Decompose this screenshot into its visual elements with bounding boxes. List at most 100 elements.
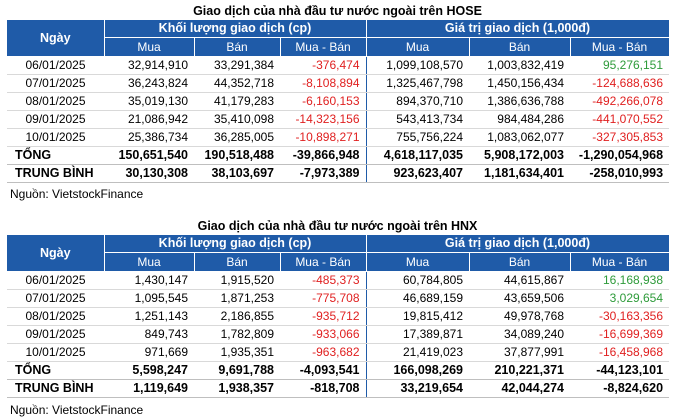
row-date: 09/01/2025 — [7, 325, 104, 344]
group-header-volume: Khối lượng giao dịch (cp) — [104, 235, 367, 254]
cell-v-buy: 1,251,143 — [104, 307, 194, 326]
cell-g-sell: 1,450,156,434 — [469, 74, 570, 93]
cell-g-buy: 60,784,805 — [366, 271, 469, 290]
column-header-value-net: Mua - Bán — [570, 37, 670, 57]
cell-v-net: -933,066 — [280, 325, 367, 344]
cell-v-buy: 36,243,824 — [104, 74, 194, 93]
cell-v-buy: 32,914,910 — [104, 56, 194, 75]
cell-v-net: -485,373 — [280, 271, 367, 290]
cell-g-buy: 1,099,108,570 — [366, 56, 469, 75]
cell-g-net: -124,688,636 — [570, 74, 670, 93]
cell-g-net: -16,699,369 — [570, 325, 670, 344]
table-row: 06/01/2025 32,914,910 33,291,384 -376,474 1,… — [7, 56, 670, 75]
cell-g-sell: 44,615,867 — [469, 271, 570, 290]
cell-g-buy: 46,689,159 — [366, 289, 469, 308]
cell-g-net: -30,163,356 — [570, 307, 670, 326]
total-cell-g-net: -1,290,054,968 — [570, 146, 670, 165]
hose-source-note: Nguồn: VietstockFinance — [10, 187, 144, 201]
row-date: 10/01/2025 — [7, 343, 104, 362]
row-date: 07/01/2025 — [7, 74, 104, 93]
cell-v-buy: 1,095,545 — [104, 289, 194, 308]
average-cell-g-buy: 923,623,407 — [366, 164, 469, 183]
hnx-source-note: Nguồn: VietstockFinance — [10, 403, 144, 417]
total-cell-v-sell: 190,518,488 — [194, 146, 280, 165]
cell-v-buy: 21,086,942 — [104, 110, 194, 129]
cell-v-net: -8,108,894 — [280, 74, 367, 93]
table-row: 07/01/2025 1,095,545 1,871,253 -775,708 46,6… — [7, 289, 670, 308]
total-cell-v-buy: 5,598,247 — [104, 361, 194, 380]
cell-g-buy: 755,756,224 — [366, 128, 469, 147]
average-row: TRUNG BÌNH 30,130,308 38,103,697 -7,973,389… — [7, 164, 670, 183]
total-row: TỔNG 5,598,247 9,691,788 -4,093,541 166,098,… — [7, 361, 670, 380]
group-header-value: Giá trị giao dịch (1,000đ) — [366, 235, 670, 254]
table-row: 07/01/2025 36,243,824 44,352,718 -8,108,894… — [7, 74, 670, 93]
cell-v-sell: 2,186,855 — [194, 307, 280, 326]
row-date: 09/01/2025 — [7, 110, 104, 129]
cell-v-sell: 1,935,351 — [194, 343, 280, 362]
row-date: 10/01/2025 — [7, 128, 104, 147]
cell-g-sell: 49,978,768 — [469, 307, 570, 326]
group-header-value: Giá trị giao dịch (1,000đ) — [366, 20, 670, 39]
cell-g-sell: 1,386,636,788 — [469, 92, 570, 111]
cell-v-buy: 35,019,130 — [104, 92, 194, 111]
cell-v-sell: 1,782,809 — [194, 325, 280, 344]
total-cell-v-sell: 9,691,788 — [194, 361, 280, 380]
column-header-value-buy: Mua — [366, 37, 470, 57]
average-cell-v-net: -7,973,389 — [280, 164, 367, 183]
cell-g-sell: 34,089,240 — [469, 325, 570, 344]
cell-g-buy: 21,419,023 — [366, 343, 469, 362]
average-label: TRUNG BÌNH — [7, 379, 104, 398]
row-date: 08/01/2025 — [7, 307, 104, 326]
total-cell-v-net: -39,866,948 — [280, 146, 367, 165]
cell-g-buy: 1,325,467,798 — [366, 74, 469, 93]
cell-g-net: -492,266,078 — [570, 92, 670, 111]
cell-v-sell: 36,285,005 — [194, 128, 280, 147]
row-date: 06/01/2025 — [7, 271, 104, 290]
table-row: 08/01/2025 1,251,143 2,186,855 -935,712 19,8… — [7, 307, 670, 326]
average-row: TRUNG BÌNH 1,119,649 1,938,357 -818,708 33,2… — [7, 379, 670, 398]
cell-v-sell: 44,352,718 — [194, 74, 280, 93]
total-label: TỔNG — [7, 146, 104, 165]
cell-v-sell: 41,179,283 — [194, 92, 280, 111]
cell-g-net: -327,305,853 — [570, 128, 670, 147]
cell-v-sell: 35,410,098 — [194, 110, 280, 129]
column-header-volume-net: Mua - Bán — [280, 252, 367, 272]
total-cell-g-net: -44,123,101 — [570, 361, 670, 380]
cell-v-buy: 971,669 — [104, 343, 194, 362]
cell-v-sell: 1,915,520 — [194, 271, 280, 290]
cell-g-net: 3,029,654 — [570, 289, 670, 308]
table-row: 10/01/2025 25,386,734 36,285,005 -10,898,27… — [7, 128, 670, 147]
hose-title: Giao dịch của nhà đầu tư nước ngoài trên… — [193, 4, 482, 18]
column-header-value-sell: Bán — [469, 252, 571, 272]
cell-g-sell: 984,484,286 — [469, 110, 570, 129]
cell-g-sell: 1,003,832,419 — [469, 56, 570, 75]
cell-v-net: -10,898,271 — [280, 128, 367, 147]
table-row: 10/01/2025 971,669 1,935,351 -963,682 21,419… — [7, 343, 670, 362]
column-header-value-buy: Mua — [366, 252, 470, 272]
cell-v-buy: 1,430,147 — [104, 271, 194, 290]
table-row: 09/01/2025 849,743 1,782,809 -933,066 17,389… — [7, 325, 670, 344]
cell-g-net: 16,168,938 — [570, 271, 670, 290]
total-cell-g-buy: 4,618,117,035 — [366, 146, 469, 165]
cell-g-buy: 17,389,871 — [366, 325, 469, 344]
total-cell-v-net: -4,093,541 — [280, 361, 367, 380]
cell-g-sell: 37,877,991 — [469, 343, 570, 362]
column-header-value-sell: Bán — [469, 37, 571, 57]
hnx-title: Giao dịch của nhà đầu tư nước ngoài trên… — [197, 219, 478, 233]
cell-v-net: -963,682 — [280, 343, 367, 362]
average-label: TRUNG BÌNH — [7, 164, 104, 183]
cell-g-net: 95,276,151 — [570, 56, 670, 75]
row-date: 06/01/2025 — [7, 56, 104, 75]
column-header-volume-buy: Mua — [104, 252, 195, 272]
total-cell-v-buy: 150,651,540 — [104, 146, 194, 165]
cell-v-net: -376,474 — [280, 56, 367, 75]
average-cell-v-sell: 1,938,357 — [194, 379, 280, 398]
table-row: 06/01/2025 1,430,147 1,915,520 -485,373 60,7… — [7, 271, 670, 290]
total-cell-g-sell: 5,908,172,003 — [469, 146, 570, 165]
cell-v-net: -935,712 — [280, 307, 367, 326]
group-header-volume: Khối lượng giao dịch (cp) — [104, 20, 367, 39]
column-header-volume-sell: Bán — [194, 37, 281, 57]
cell-v-net: -14,323,156 — [280, 110, 367, 129]
average-cell-g-buy: 33,219,654 — [366, 379, 469, 398]
average-cell-g-sell: 1,181,634,401 — [469, 164, 570, 183]
